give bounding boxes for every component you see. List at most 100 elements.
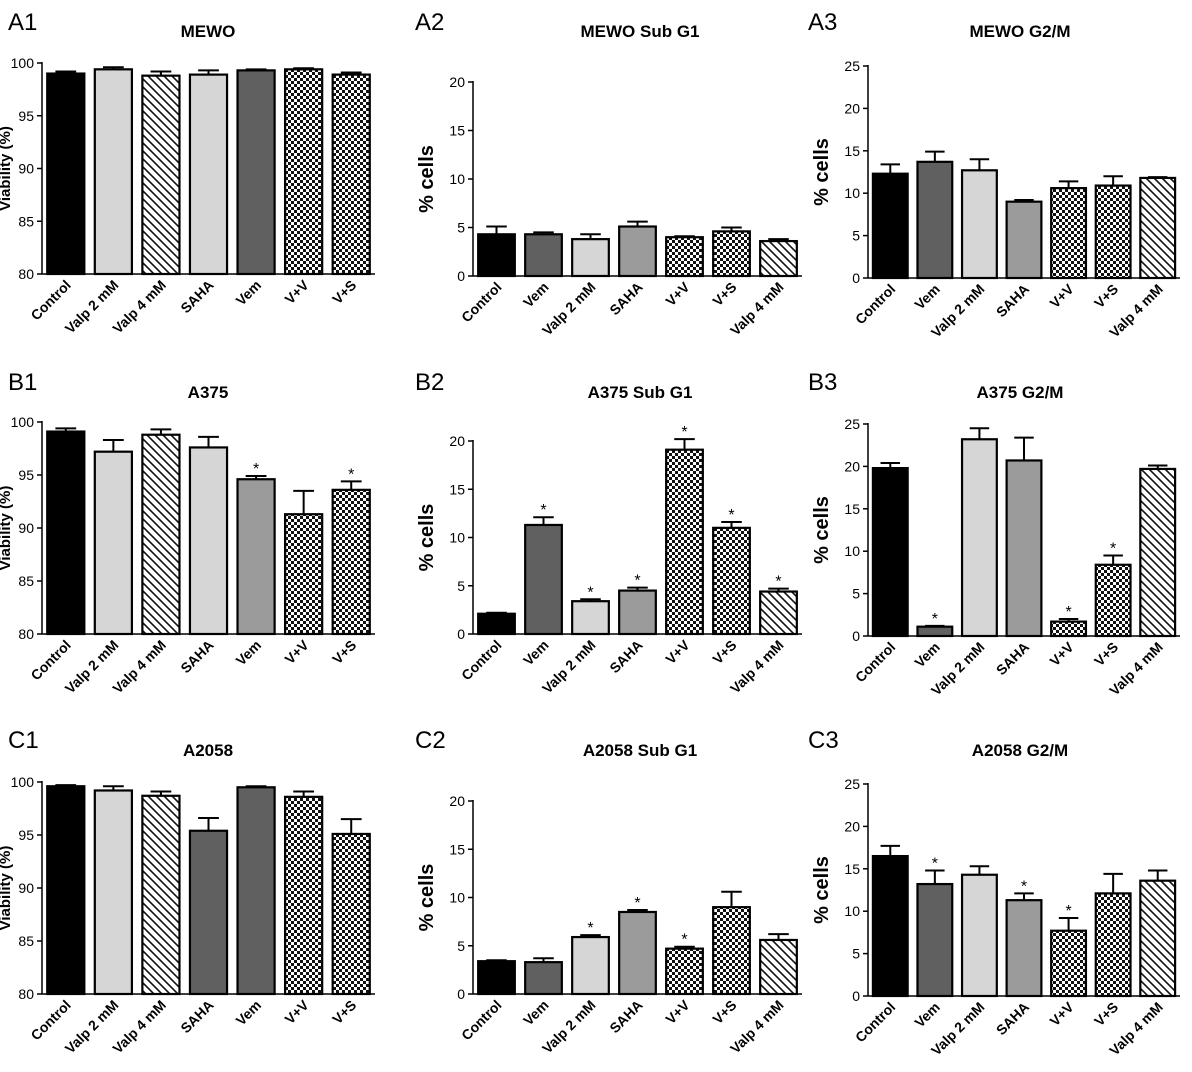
y-tick-label: 90: [18, 880, 34, 896]
bar: [524, 961, 563, 996]
x-tick-label: Vem: [911, 281, 943, 313]
bar-group-v-v: V+V: [1046, 180, 1088, 311]
panel-c3: C3 A2058 G2/M % cells 0 5 10 15 20 25 Control * Vem…: [808, 727, 1180, 1059]
bar: [759, 239, 798, 278]
bar-group-v-v: V+V: [281, 790, 324, 1027]
y-tick-label: 20: [844, 458, 860, 474]
y-axis-label-c2: % cells: [416, 864, 438, 932]
bar-group-saha: * SAHA: [606, 573, 657, 676]
bar-group-v-s: V+S: [329, 71, 371, 307]
y-tick-label: 15: [449, 841, 465, 857]
bar-group-v-s: V+S: [1091, 872, 1132, 1029]
bar: [283, 68, 324, 276]
y-tick-label: 10: [844, 903, 860, 919]
y-tick-label: 100: [11, 414, 35, 430]
panel-label-b1: B1: [8, 369, 37, 396]
bar-group-v-s: V+S: [1091, 175, 1132, 311]
y-tick-label: 10: [449, 171, 465, 187]
panel-label-a2: A2: [415, 9, 444, 36]
x-tick-label: Control: [458, 997, 505, 1044]
bar-group-saha: SAHA: [993, 198, 1043, 320]
x-tick-label: V+S: [329, 637, 359, 667]
y-tick-label: 15: [844, 861, 860, 877]
y-tick-label: 0: [852, 270, 860, 286]
x-tick-label: V+V: [662, 278, 693, 309]
bar: [188, 73, 229, 276]
bar-group-saha: SAHA: [177, 817, 229, 1036]
bar-group-vem: Vem: [911, 150, 954, 313]
bar-group-vem: * Vem: [911, 855, 954, 1030]
bar: [236, 478, 276, 636]
x-tick-label: Vem: [233, 637, 265, 669]
bar-group-saha: SAHA: [993, 436, 1043, 678]
bar: [916, 625, 954, 638]
bar-group-v-s: V+S: [709, 226, 751, 309]
y-tick-label: 15: [844, 501, 860, 517]
bar-group-control: Control: [27, 784, 86, 1043]
y-tick-label: 10: [844, 185, 860, 201]
x-tick-label: V+S: [329, 997, 359, 1027]
x-tick-label: V+V: [1046, 280, 1077, 311]
bar: [331, 832, 371, 996]
bar: [477, 960, 516, 996]
bar: [871, 172, 909, 280]
bar: [1050, 620, 1088, 638]
x-tick-label: V+S: [329, 277, 359, 307]
significance-star: *: [1110, 540, 1116, 557]
bar: [759, 590, 798, 636]
bar: [283, 795, 324, 996]
bar-group-saha: * SAHA: [993, 878, 1043, 1038]
x-tick-label: SAHA: [606, 279, 645, 318]
panel-b2: B2 A375 Sub G1% cells05101520Control*Vem*…: [415, 369, 802, 697]
bar: [1050, 187, 1088, 280]
bar: [571, 600, 610, 636]
panel-label-b2: B2: [415, 369, 444, 396]
significance-star: *: [932, 855, 938, 872]
bar: [283, 513, 324, 636]
bar-group-control: Control: [852, 163, 909, 327]
bar: [1139, 176, 1177, 280]
x-tick-label: V+S: [709, 997, 739, 1027]
bar: [960, 873, 998, 998]
y-tick-label: 80: [18, 266, 34, 282]
x-tick-label: V+V: [662, 636, 693, 667]
y-tick-label: 20: [449, 433, 465, 449]
x-tick-label: SAHA: [177, 997, 216, 1036]
bar: [46, 430, 86, 636]
x-tick-label: V+V: [281, 636, 312, 667]
bar-group-vem: Vem: [520, 231, 563, 310]
significance-star: *: [348, 466, 354, 483]
x-tick-label: V+S: [1091, 639, 1121, 669]
significance-star: *: [1065, 903, 1071, 920]
x-tick-label: V+V: [281, 996, 312, 1027]
bar: [524, 233, 563, 278]
y-tick-label: 0: [852, 628, 860, 644]
y-tick-label: 80: [18, 986, 34, 1002]
bar: [141, 74, 181, 276]
y-tick-label: 0: [457, 268, 465, 284]
bar: [759, 938, 798, 996]
bar: [331, 73, 371, 276]
x-tick-label: Control: [852, 999, 899, 1046]
bar-group-control: Control: [458, 959, 516, 1044]
bar-group-control: Control: [27, 70, 86, 323]
y-axis-label-c3: % cells: [811, 856, 833, 924]
bar: [1005, 459, 1043, 638]
bar-group-vem: Vem: [520, 957, 563, 1028]
bar: [188, 446, 229, 636]
y-tick-label: 20: [844, 100, 860, 116]
bar: [1094, 184, 1132, 280]
y-tick-label: 25: [844, 776, 860, 792]
bar: [571, 935, 610, 996]
y-axis-label-c1: Viability (%): [0, 846, 14, 931]
y-tick-label: 25: [844, 416, 860, 432]
x-tick-label: V+V: [1046, 638, 1077, 669]
significance-star: *: [634, 573, 640, 590]
bar-group-valp-2-mm: Valp 2 mM: [928, 427, 998, 699]
chart-title-a3: MEWO G2/M: [969, 22, 1070, 41]
x-tick-label: Control: [27, 637, 74, 684]
chart-title-c1: A2058: [183, 741, 233, 760]
